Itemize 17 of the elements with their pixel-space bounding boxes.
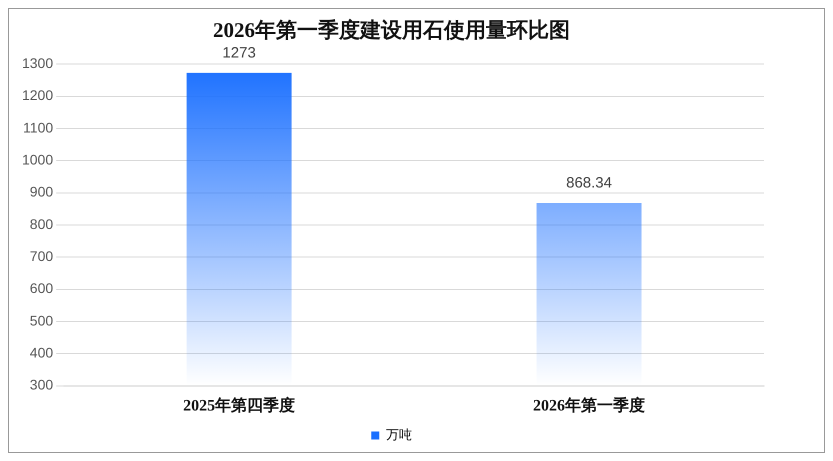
y-tick-label: 700: [30, 248, 54, 264]
y-tick-label: 1100: [23, 119, 54, 136]
y-tick-label: 1200: [22, 87, 54, 104]
y-tick-label: 900: [30, 184, 54, 200]
y-tick-label: 1000: [22, 152, 54, 168]
x-tick-label: 2026年第一季度: [533, 396, 646, 415]
legend-label: 万吨: [386, 428, 412, 443]
y-tick-label: 400: [30, 344, 54, 360]
data-label: 1273: [222, 44, 256, 62]
chart-title: 2026年第一季度建设用石使用量环比图: [213, 18, 570, 42]
x-tick-label: 2025年第四季度: [183, 396, 296, 415]
y-tick-label: 1300: [22, 55, 54, 72]
y-tick-label: 300: [30, 376, 54, 393]
y-tick-label: 500: [30, 312, 54, 328]
data-label: 868.34: [566, 174, 612, 192]
y-tick-label: 800: [30, 216, 54, 232]
y-tick-label: 600: [30, 280, 54, 296]
